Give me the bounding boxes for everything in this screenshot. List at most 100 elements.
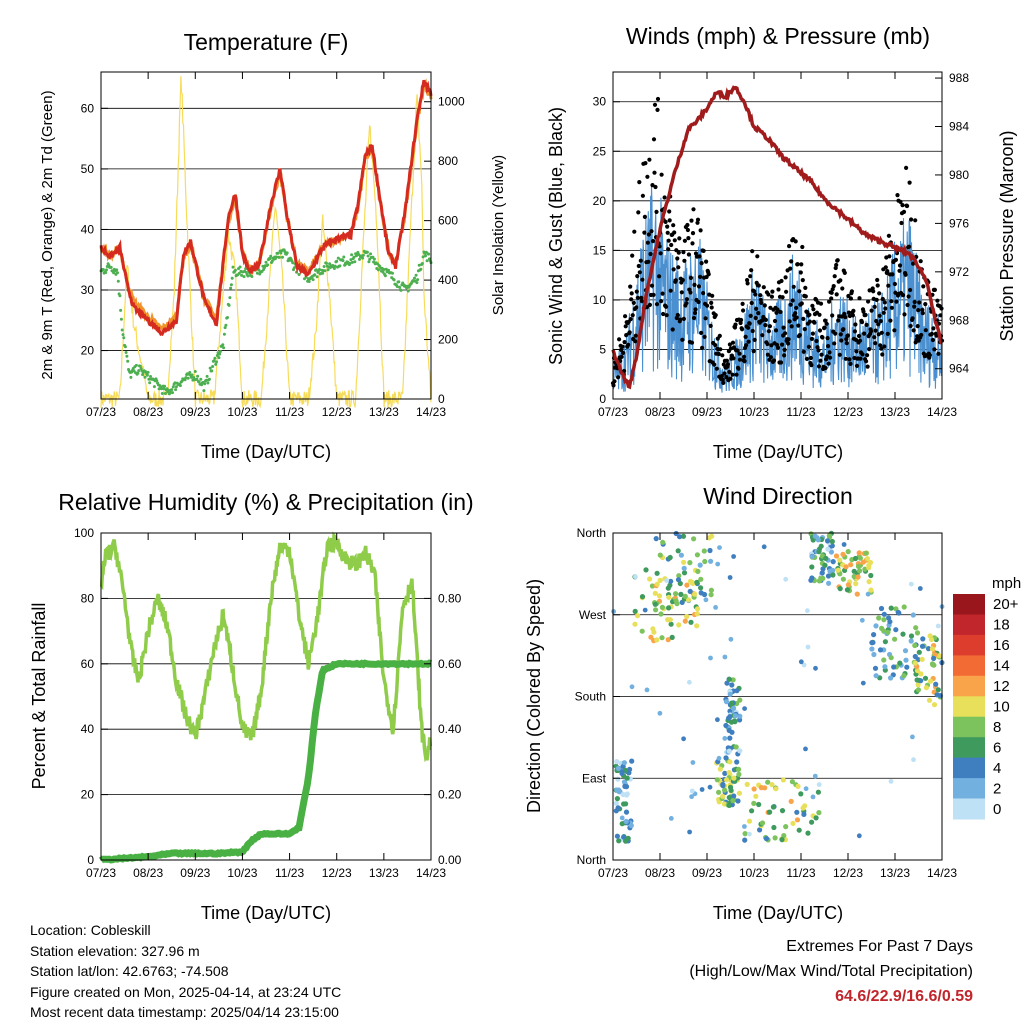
direction-point	[657, 710, 663, 716]
direction-point	[876, 615, 882, 621]
gust-point	[630, 313, 635, 318]
gust-point	[638, 258, 643, 263]
gust-point	[665, 230, 670, 235]
gust-point	[898, 199, 903, 204]
colorbar-swatch	[953, 757, 985, 779]
direction-point	[720, 783, 726, 789]
dewpoint-point	[417, 263, 421, 267]
dewpoint-point	[138, 364, 142, 368]
direction-point	[632, 608, 638, 615]
direction-point	[701, 591, 708, 598]
direction-point	[642, 607, 648, 613]
direction-point	[888, 675, 894, 681]
gust-point	[889, 299, 894, 304]
dewpoint-point	[214, 362, 218, 366]
gust-point	[765, 352, 771, 357]
colorbar-swatch	[953, 696, 985, 718]
direction-point	[795, 783, 801, 790]
gust-point	[780, 342, 785, 347]
dewpoint-point	[160, 387, 163, 391]
dewpoint-point	[223, 326, 227, 330]
dewpoint-point	[121, 333, 125, 337]
direction-point	[698, 576, 704, 582]
dewpoint-point	[264, 260, 268, 264]
direction-point	[723, 722, 729, 729]
direction-point	[835, 567, 841, 573]
station-location: Location: Cobleskill	[30, 922, 151, 938]
direction-point	[771, 824, 777, 831]
gust-point	[689, 340, 695, 345]
gust-point	[807, 312, 812, 317]
gust-point	[649, 283, 655, 288]
humidity-series	[98, 531, 433, 864]
dewpoint-point	[242, 275, 246, 279]
dewpoint-point	[184, 376, 188, 380]
direction-point	[931, 702, 938, 708]
gust-point	[632, 229, 637, 234]
gust-point	[756, 283, 761, 288]
direction-point	[722, 787, 728, 793]
dewpoint-point	[250, 275, 254, 278]
dewpoint-point	[421, 255, 425, 259]
gust-point	[664, 304, 669, 309]
direction-point	[678, 591, 684, 598]
direction-point	[701, 548, 707, 554]
direction-point	[717, 545, 722, 550]
direction-point	[857, 568, 863, 574]
direction-point	[900, 631, 906, 637]
x-tick-label: 09/23	[692, 405, 722, 419]
gust-point	[880, 296, 885, 302]
gust-point	[869, 308, 874, 313]
gust-point	[676, 250, 681, 255]
gust-point	[635, 274, 640, 279]
gust-point	[655, 96, 661, 102]
gust-point	[857, 296, 862, 301]
gust-point	[920, 307, 925, 312]
dewpoint-point	[268, 257, 272, 261]
gust-point	[875, 277, 880, 283]
temperature-panel: Temperature (F) Time (Day/UTC) 2m & 9m T…	[39, 29, 507, 462]
gust-point	[740, 327, 745, 332]
gust-point	[766, 329, 772, 334]
x-tick-label: 09/23	[180, 866, 210, 880]
gust-point	[767, 324, 773, 329]
dewpoint-point	[202, 389, 206, 393]
gust-point	[804, 356, 810, 361]
y-tick-label: 15	[593, 243, 607, 257]
gust-point	[932, 347, 937, 352]
gust-point	[801, 349, 806, 354]
y2-tick-label: 988	[949, 71, 969, 85]
winds-series	[610, 85, 945, 393]
direction-point	[737, 717, 743, 723]
gust-point	[822, 325, 827, 330]
direction-point	[727, 759, 733, 765]
direction-point	[742, 706, 747, 711]
gust-point	[885, 269, 890, 274]
gust-point	[623, 314, 628, 319]
dewpoint-point	[276, 251, 280, 255]
gust-point	[848, 296, 854, 301]
direction-point	[845, 582, 852, 588]
gust-point	[686, 236, 691, 241]
gust-point	[834, 292, 839, 297]
direction-point	[877, 647, 884, 653]
gust-point	[854, 363, 860, 368]
direction-point	[653, 607, 659, 613]
direction-point	[888, 605, 894, 611]
direction-point	[920, 636, 926, 642]
dewpoint-point	[145, 373, 149, 377]
direction-point	[731, 793, 737, 799]
dewpoint-point	[387, 268, 391, 272]
colorbar-unit: mph	[992, 575, 1021, 592]
temperature-ylabel-left: 2m & 9m T (Red, Orange) & 2m Td (Green)	[39, 90, 56, 379]
x-tick-label: 13/23	[369, 866, 399, 880]
gust-point	[695, 220, 700, 225]
direction-point	[798, 659, 804, 665]
temperature-frame	[100, 71, 432, 400]
direction-point	[770, 804, 777, 810]
direction-point	[653, 536, 659, 542]
y2-tick-label: 0.40	[438, 722, 462, 736]
dewpoint-point	[215, 360, 218, 364]
gust-point	[709, 300, 714, 305]
gust-point	[869, 329, 874, 334]
